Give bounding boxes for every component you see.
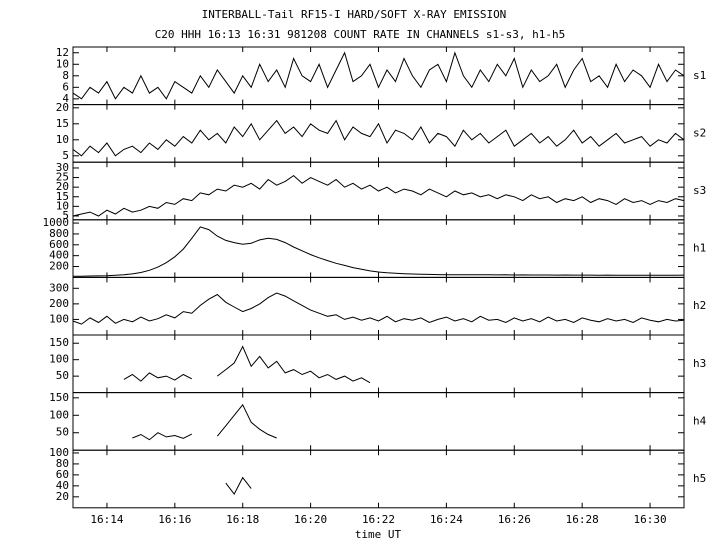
chart-subtitle: C20 HHH 16:13 16:31 981208 COUNT RATE IN… — [155, 28, 566, 41]
y-tick-label: 15 — [56, 117, 69, 130]
y-tick-label: 400 — [49, 249, 69, 262]
y-tick-label: 60 — [56, 468, 69, 481]
panel-frame — [72, 276, 685, 336]
panel-label: h2 — [693, 299, 706, 312]
panel-label: h5 — [693, 472, 706, 485]
trace — [72, 292, 685, 325]
y-tick-label: 20 — [56, 490, 69, 503]
panel-label: h3 — [693, 357, 706, 370]
y-tick-label: 200 — [49, 260, 69, 273]
panel-label: s2 — [693, 126, 706, 139]
x-tick-label: 16:24 — [430, 513, 463, 526]
y-tick-label: 100 — [49, 353, 69, 366]
panel-label: s3 — [693, 184, 706, 197]
x-tick-label: 16:26 — [498, 513, 531, 526]
y-tick-label: 100 — [49, 408, 69, 421]
y-tick-label: 600 — [49, 238, 69, 251]
x-tick-label: 16:18 — [226, 513, 259, 526]
y-tick-label: 10 — [56, 199, 69, 212]
trace — [225, 476, 252, 496]
y-tick-label: 100 — [49, 312, 69, 325]
y-tick-label: 12 — [56, 46, 69, 59]
trace — [72, 226, 685, 277]
panel-label: h1 — [693, 242, 706, 255]
x-tick-label: 16:30 — [633, 513, 666, 526]
x-axis-label: time UT — [355, 528, 402, 541]
y-tick-label: 20 — [56, 101, 69, 114]
panel-label: s1 — [693, 69, 706, 82]
y-tick-label: 4 — [62, 92, 69, 105]
y-tick-label: 150 — [49, 336, 69, 349]
y-tick-label: 10 — [56, 57, 69, 70]
trace — [72, 174, 685, 217]
y-tick-label: 50 — [56, 426, 69, 439]
y-tick-label: 5 — [62, 149, 69, 162]
panel-frame — [72, 392, 685, 451]
x-tick-label: 16:14 — [90, 513, 123, 526]
y-tick-label: 5 — [62, 209, 69, 222]
y-tick-label: 8 — [62, 69, 69, 82]
y-tick-label: 20 — [56, 180, 69, 193]
y-tick-label: 200 — [49, 297, 69, 310]
trace — [72, 51, 685, 100]
y-tick-label: 6 — [62, 80, 69, 93]
y-tick-label: 800 — [49, 227, 69, 240]
panel-frame — [72, 219, 685, 278]
panel-frame — [72, 449, 685, 509]
y-tick-label: 10 — [56, 133, 69, 146]
y-tick-label: 100 — [49, 446, 69, 459]
y-tick-label: 80 — [56, 457, 69, 470]
trace — [123, 345, 371, 384]
x-tick-label: 16:20 — [294, 513, 327, 526]
y-tick-label: 50 — [56, 369, 69, 382]
y-tick-label: 150 — [49, 391, 69, 404]
x-tick-label: 16:22 — [362, 513, 395, 526]
y-tick-label: 25 — [56, 171, 69, 184]
panel-frame — [72, 104, 685, 163]
x-tick-label: 16:28 — [566, 513, 599, 526]
trace — [72, 119, 685, 157]
panel-frame — [72, 334, 685, 394]
y-tick-label: 40 — [56, 479, 69, 492]
panel-label: h4 — [693, 414, 707, 427]
y-tick-label: 300 — [49, 281, 69, 294]
x-tick-label: 16:16 — [158, 513, 191, 526]
trace — [132, 403, 277, 441]
y-tick-label: 30 — [56, 161, 69, 174]
y-tick-label: 15 — [56, 190, 69, 203]
chart-title: INTERBALL-Tail RF15-I HARD/SOFT X-RAY EM… — [202, 8, 507, 21]
y-tick-label: 1000 — [43, 216, 70, 229]
